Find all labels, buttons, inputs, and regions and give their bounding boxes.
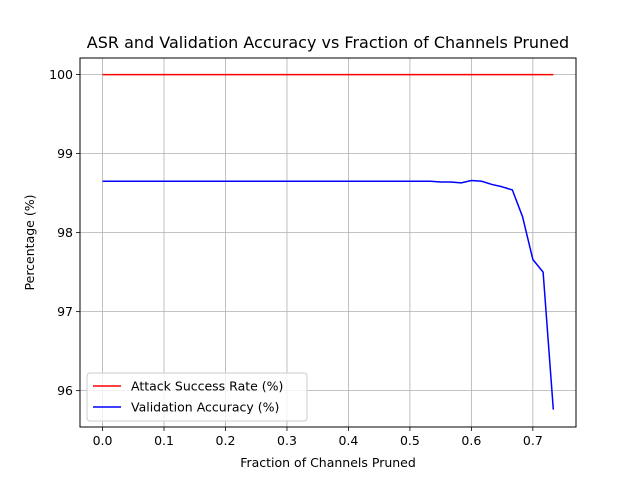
series-lines bbox=[102, 73, 555, 410]
legend: Attack Success Rate (%) Validation Accura… bbox=[86, 372, 308, 422]
x-tick-label: 0.3 bbox=[277, 433, 297, 448]
x-tick-label: 0.2 bbox=[216, 433, 236, 448]
chart-title: ASR and Validation Accuracy vs Fraction … bbox=[87, 33, 569, 52]
legend-label-attack-success-rate: Attack Success Rate (%) bbox=[131, 379, 283, 394]
y-tick-label: 96 bbox=[57, 383, 73, 398]
legend-box bbox=[86, 372, 308, 422]
x-tick-label: 0.5 bbox=[400, 433, 420, 448]
y-tick-label: 97 bbox=[57, 304, 73, 319]
series-line-validation-accuracy bbox=[102, 179, 555, 410]
legend-label-validation-accuracy: Validation Accuracy (%) bbox=[131, 400, 279, 415]
axis-ticks: 0.0 0.1 0.2 0.3 0.4 0.5 0.6 0.7 96 97 98 99 100 bbox=[49, 67, 543, 448]
x-tick-label: 0.7 bbox=[523, 433, 543, 448]
x-tick-label: 0.4 bbox=[338, 433, 358, 448]
y-axis-label: Percentage (%) bbox=[22, 195, 37, 291]
y-tick-label: 100 bbox=[49, 67, 73, 82]
x-tick-label: 0.1 bbox=[154, 433, 174, 448]
y-tick-label: 99 bbox=[57, 146, 73, 161]
y-tick-label: 98 bbox=[57, 225, 73, 240]
x-tick-label: 0.6 bbox=[461, 433, 481, 448]
x-tick-label: 0.0 bbox=[93, 433, 113, 448]
plot-frame bbox=[79, 57, 577, 428]
x-axis-label: Fraction of Channels Pruned bbox=[240, 455, 416, 470]
